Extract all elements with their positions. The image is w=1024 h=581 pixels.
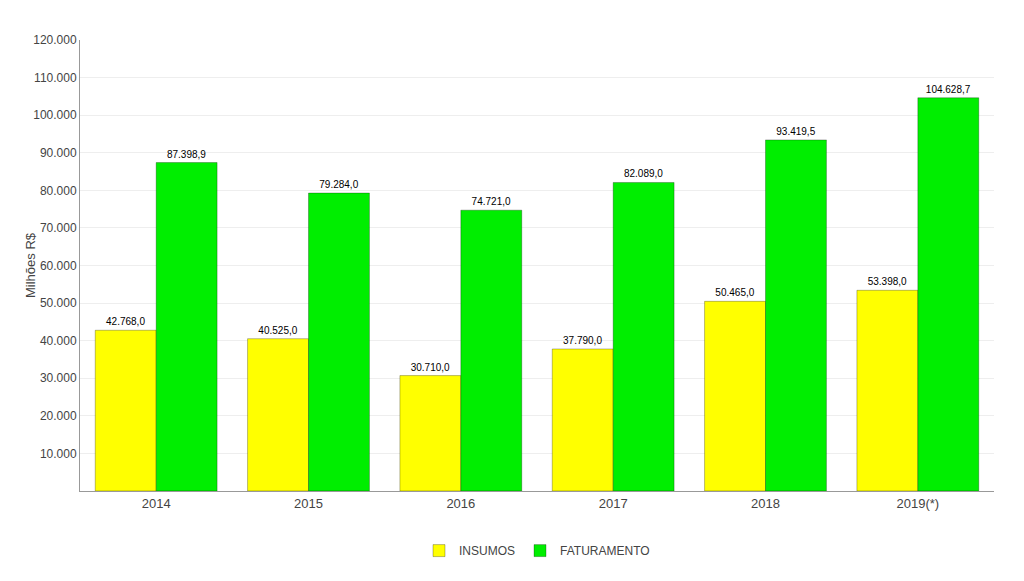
svg-text:Milhões R$: Milhões R$: [23, 232, 38, 298]
svg-text:60.000: 60.000: [40, 259, 77, 273]
svg-text:2017: 2017: [599, 496, 628, 511]
svg-text:53.398,0: 53.398,0: [868, 276, 907, 287]
svg-text:74.721,0: 74.721,0: [472, 196, 511, 207]
svg-text:90.000: 90.000: [40, 146, 77, 160]
svg-text:82.089,0: 82.089,0: [624, 168, 663, 179]
svg-text:93.419,5: 93.419,5: [776, 126, 815, 137]
svg-text:2014: 2014: [142, 496, 171, 511]
svg-text:87.398,9: 87.398,9: [167, 149, 206, 160]
svg-text:40.525,0: 40.525,0: [258, 325, 297, 336]
svg-text:37.790,0: 37.790,0: [563, 335, 602, 346]
svg-text:20.000: 20.000: [40, 409, 77, 423]
svg-text:70.000: 70.000: [40, 221, 77, 235]
svg-text:2018: 2018: [751, 496, 780, 511]
svg-text:42.768,0: 42.768,0: [106, 316, 145, 327]
svg-text:2016: 2016: [446, 496, 475, 511]
svg-text:INSUMOS: INSUMOS: [459, 544, 515, 558]
svg-text:79.284,0: 79.284,0: [319, 179, 358, 190]
svg-text:100.000: 100.000: [33, 108, 77, 122]
svg-text:30.710,0: 30.710,0: [411, 362, 450, 373]
svg-text:120.000: 120.000: [33, 33, 77, 47]
svg-text:40.000: 40.000: [40, 334, 77, 348]
svg-text:FATURAMENTO: FATURAMENTO: [560, 544, 650, 558]
svg-text:10.000: 10.000: [40, 447, 77, 461]
svg-text:80.000: 80.000: [40, 184, 77, 198]
svg-text:30.000: 30.000: [40, 371, 77, 385]
svg-text:50.465,0: 50.465,0: [715, 287, 754, 298]
svg-text:2019(*): 2019(*): [897, 496, 940, 511]
svg-text:2015: 2015: [294, 496, 323, 511]
svg-text:104.628,7: 104.628,7: [926, 84, 971, 95]
svg-text:50.000: 50.000: [40, 296, 77, 310]
svg-text:110.000: 110.000: [34, 71, 77, 85]
